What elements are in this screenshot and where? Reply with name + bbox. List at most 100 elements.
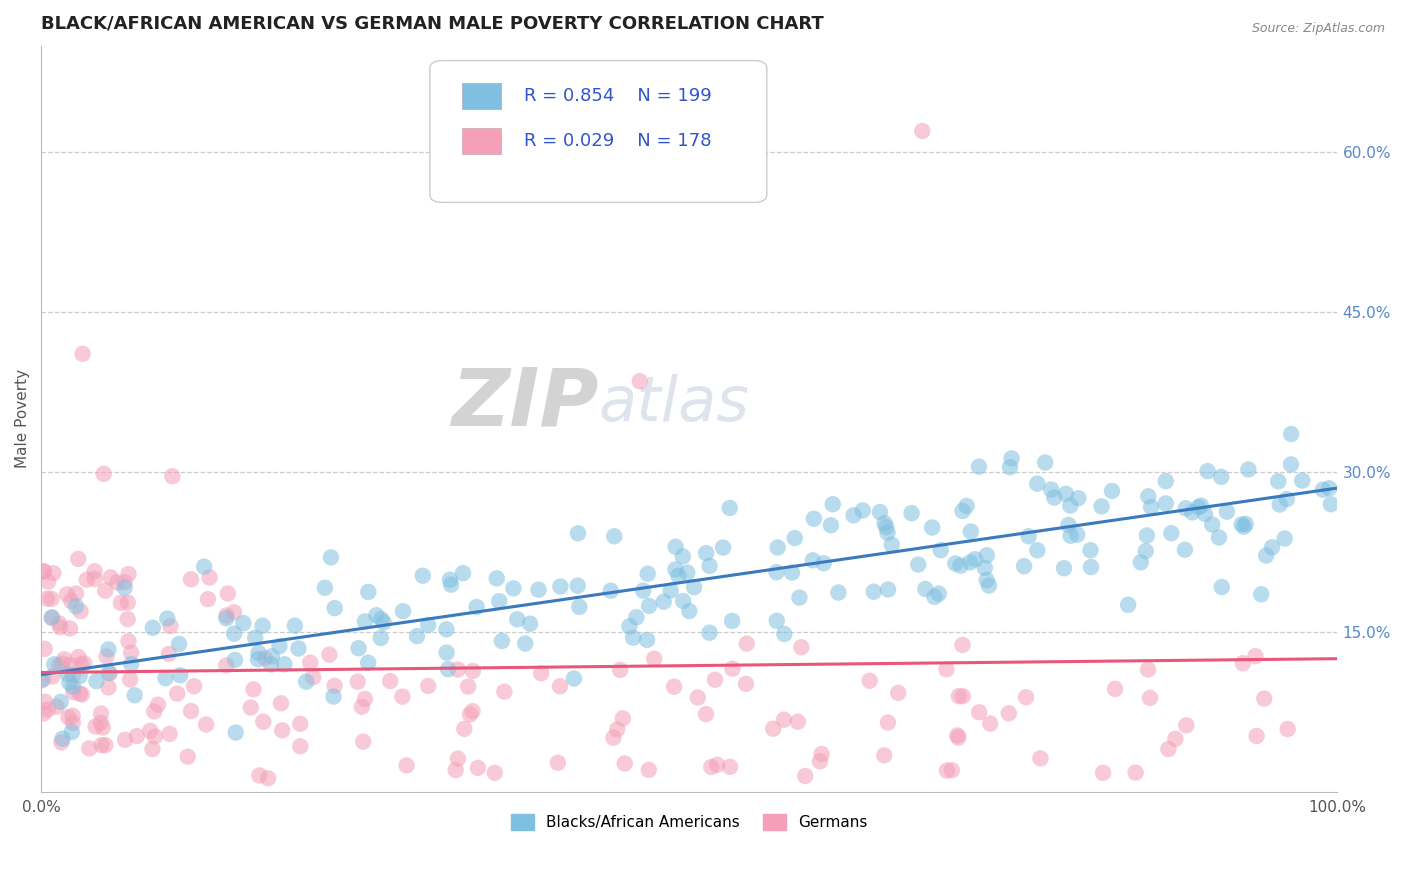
Point (977, 578, 1000, 592)
Point (59, 622, 82, 636)
Point (790, 640, 813, 655)
Point (1026, 543, 1049, 558)
Point (711, 541, 734, 555)
Point (34, 695, 56, 709)
Point (117, 634, 139, 648)
Point (232, 616, 254, 631)
Point (967, 706, 990, 720)
Point (527, 582, 550, 597)
Point (139, 723, 162, 738)
Point (418, 618, 440, 632)
Point (780, 566, 803, 580)
Point (1057, 518, 1080, 533)
Point (65, 599, 87, 614)
Text: BLACK/AFRICAN AMERICAN VS GERMAN MALE POVERTY CORRELATION CHART: BLACK/AFRICAN AMERICAN VS GERMAN MALE PO… (41, 15, 824, 33)
Point (461, 704, 484, 718)
Point (247, 768, 270, 782)
Point (873, 748, 896, 763)
Point (58, 675, 80, 690)
Point (530, 666, 553, 681)
Point (959, 524, 981, 539)
Point (451, 566, 474, 581)
Point (638, 599, 661, 613)
Point (447, 751, 470, 765)
Point (49, 695, 72, 709)
Point (765, 614, 787, 628)
Point (436, 646, 458, 660)
Point (718, 500, 741, 515)
Point (91, 721, 114, 735)
Point (299, 656, 322, 670)
Point (1080, 543, 1102, 558)
Point (195, 717, 218, 731)
Point (808, 755, 831, 769)
Point (162, 469, 184, 483)
Point (58, 710, 80, 724)
Point (215, 611, 238, 625)
Point (124, 688, 146, 702)
Point (842, 508, 865, 523)
Point (302, 670, 325, 684)
Point (506, 612, 529, 626)
Point (257, 771, 280, 785)
Point (198, 570, 221, 584)
Point (877, 582, 900, 597)
Text: ZIP: ZIP (451, 365, 599, 443)
Point (1043, 491, 1066, 505)
Point (1154, 496, 1177, 510)
Point (952, 504, 974, 518)
Y-axis label: Male Poverty: Male Poverty (15, 369, 30, 468)
Point (51, 657, 73, 671)
Point (166, 687, 188, 701)
Point (72, 347, 94, 361)
FancyBboxPatch shape (463, 128, 501, 154)
Point (765, 565, 787, 579)
Point (215, 658, 238, 673)
Point (1194, 507, 1216, 521)
Point (1244, 649, 1267, 664)
Point (323, 679, 346, 693)
Point (114, 581, 136, 595)
Point (1174, 501, 1197, 516)
Point (44, 657, 66, 672)
Point (51, 731, 73, 746)
Point (956, 499, 979, 513)
Point (412, 568, 434, 582)
Point (548, 679, 571, 693)
Point (786, 714, 808, 729)
Point (1060, 529, 1083, 543)
Point (929, 543, 952, 558)
Point (609, 663, 631, 677)
Point (90, 715, 112, 730)
Point (1253, 691, 1275, 706)
Point (965, 552, 987, 566)
Point (159, 727, 181, 741)
Point (1275, 492, 1298, 507)
Point (1033, 456, 1056, 470)
Point (735, 637, 758, 651)
Point (1040, 483, 1063, 497)
Point (567, 579, 589, 593)
Point (97, 665, 120, 680)
Point (34, 641, 56, 656)
Point (718, 760, 741, 774)
Point (973, 561, 995, 575)
Point (453, 722, 475, 736)
Point (976, 549, 998, 563)
Point (1267, 475, 1289, 489)
Point (1208, 531, 1230, 545)
Point (120, 657, 142, 671)
Point (1012, 559, 1035, 574)
Point (686, 690, 709, 705)
Point (73, 657, 96, 671)
Point (295, 674, 318, 689)
Point (62, 685, 84, 699)
Point (180, 704, 202, 718)
Point (193, 559, 215, 574)
Point (652, 595, 675, 609)
Point (41, 610, 63, 624)
Point (167, 637, 190, 651)
Point (801, 553, 824, 567)
Point (613, 756, 636, 771)
Point (1175, 718, 1198, 732)
